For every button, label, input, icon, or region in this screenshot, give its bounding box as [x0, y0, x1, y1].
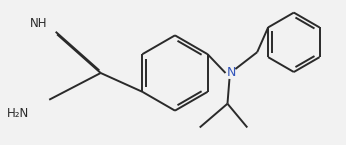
- Text: N: N: [227, 67, 236, 79]
- Text: H₂N: H₂N: [7, 107, 29, 120]
- Text: NH: NH: [30, 17, 47, 30]
